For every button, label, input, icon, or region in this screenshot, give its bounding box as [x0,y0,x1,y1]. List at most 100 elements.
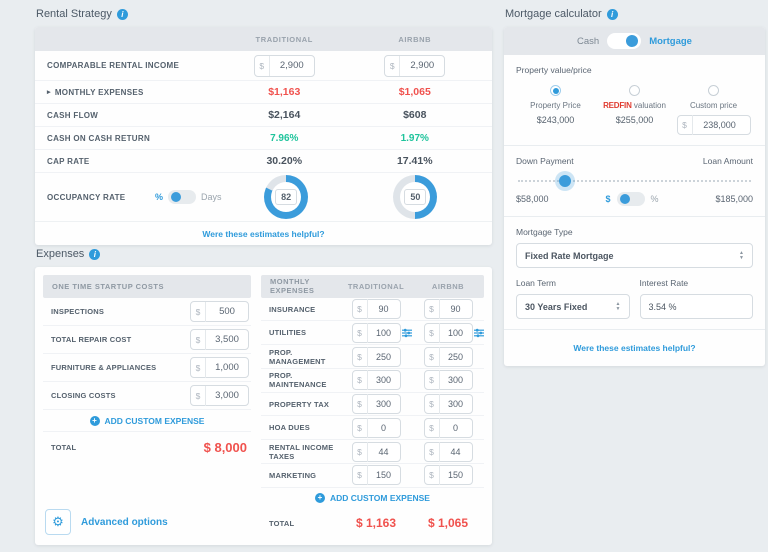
info-icon[interactable]: i [606,8,618,20]
row-label: OCCUPANCY RATE [47,192,126,202]
option-label: Property Price [530,101,581,110]
hoa-dues-airbnb-input[interactable] [439,418,472,437]
mortgage-calculator-title: Mortgage calculator i [505,8,765,20]
interest-rate-label: Interest Rate [639,278,689,288]
advanced-options-label[interactable]: Advanced options [81,516,168,528]
currency-prefix: $ [353,346,368,367]
mortgage-type-select[interactable]: Fixed Rate Mortgage ▲ ▼ [516,243,753,268]
rental-strategy-panel: TRADITIONAL AIRBNB COMPARABLE RENTAL INC… [35,27,492,245]
utilities-traditional-input[interactable] [367,323,400,342]
table-row: INSURANCE $ $ [261,298,484,322]
prop-management-traditional-input[interactable] [367,347,400,366]
rental-strategy-title-text: Rental Strategy [36,8,112,20]
occupancy-unit-toggle-group: % Days [155,190,222,204]
mortgage-option-label[interactable]: Mortgage [649,35,692,47]
toggle-knob [619,194,630,204]
startup-total-row: TOTAL $ 8,000 [43,432,251,462]
currency-prefix: $ [425,441,440,462]
monthly-expenses-expandable-row[interactable]: ▸ MONTHLY EXPENSES [47,87,144,97]
loan-term-label: Loan Term [516,278,557,288]
row-label: TOTAL REPAIR COST [51,335,132,344]
estimates-helpful-link[interactable]: Were these estimates helpful? [573,343,696,353]
sliders-icon[interactable] [402,328,412,338]
percent-unit-label[interactable]: % [155,192,164,202]
currency-prefix: $ [353,370,368,391]
estimates-helpful-link[interactable]: Were these estimates helpful? [202,228,325,239]
prop-management-airbnb-input[interactable] [439,347,472,366]
monthly-expenses-header: MONTHLY EXPENSES TRADITIONAL AIRBNB [261,275,484,298]
rental-income-taxes-airbnb-input[interactable] [439,442,472,461]
startup-costs-header: ONE TIME STARTUP COSTS [43,275,251,298]
insurance-traditional-input[interactable] [367,300,400,319]
redfin-valuation-radio[interactable] [629,85,640,96]
marketing-airbnb-input[interactable] [439,466,472,485]
property-price-option: Property Price $243,000 [516,85,595,135]
utilities-airbnb-input[interactable] [439,323,472,342]
marketing-traditional-input[interactable] [367,466,400,485]
currency-prefix: $ [425,465,440,486]
table-row: PROPERTY TAX $ $ [261,393,484,417]
cash-flow-traditional-value: $2,164 [268,109,301,121]
hoa-dues-traditional-input[interactable] [367,418,400,437]
prop-maintenance-traditional-input[interactable] [367,371,400,390]
rental-income-traditional-input-group: $ [253,54,315,77]
add-custom-monthly-expense-button[interactable]: + ADD CUSTOM EXPENSE [261,488,484,510]
occupancy-unit-toggle[interactable] [168,190,197,204]
days-unit-label[interactable]: Days [201,192,222,202]
percent-unit-label[interactable]: % [650,194,659,204]
rental-income-traditional-input[interactable] [269,55,314,76]
select-arrows-icon: ▲ ▼ [739,250,744,261]
loan-term-select[interactable]: 30 Years Fixed ▲ ▼ [516,294,630,319]
total-label: TOTAL [269,518,295,528]
slider-handle[interactable] [558,175,571,187]
custom-price-input[interactable] [692,116,747,134]
property-tax-traditional-input[interactable] [367,395,400,414]
currency-prefix: $ [353,394,368,415]
property-tax-airbnb-input[interactable] [439,395,472,414]
total-label: TOTAL [51,442,77,452]
interest-rate-field: Interest Rate [639,278,753,319]
expand-arrow-icon: ▸ [47,89,51,96]
expenses-panel: ONE TIME STARTUP COSTS INSPECTIONS $ TOT… [35,267,492,545]
advanced-options-button[interactable]: ⚙ [45,509,71,535]
slider-track[interactable] [518,180,751,182]
prop-maintenance-airbnb-input[interactable] [439,371,472,390]
rental-strategy-header-row: TRADITIONAL AIRBNB [35,27,492,51]
table-row: CASH ON CASH RETURN 7.96% 1.97% [35,127,492,150]
expenses-section: Expenses i ONE TIME STARTUP COSTS INSPEC… [35,248,492,545]
cash-mortgage-toggle[interactable] [607,33,642,49]
cap-rate-airbnb-value: 17.41% [396,155,433,167]
dollar-unit-label[interactable]: $ [605,194,611,204]
add-custom-startup-expense-button[interactable]: + ADD CUSTOM EXPENSE [43,410,251,432]
mortgage-type-label: Mortgage Type [516,227,573,237]
sliders-icon[interactable] [474,328,484,338]
insurance-airbnb-input[interactable] [439,300,472,319]
interest-rate-input[interactable] [648,301,744,312]
table-row: CLOSING COSTS $ [43,382,251,410]
total-repair-cost-input[interactable] [206,329,248,350]
occupancy-rate-row: OCCUPANCY RATE % Days 82 50 [35,173,492,221]
rental-income-taxes-traditional-input[interactable] [367,442,400,461]
property-price-radio[interactable] [550,85,561,96]
dollar-percent-toggle[interactable] [616,192,645,206]
inspections-input[interactable] [206,301,248,322]
occupancy-value-traditional[interactable]: 82 [275,189,298,205]
cash-option-label[interactable]: Cash [577,35,600,47]
down-payment-slider[interactable] [518,174,751,188]
expenses-title-text: Expenses [36,248,85,260]
rental-strategy-title: Rental Strategy i [36,8,492,20]
property-value-label: Property value/price [516,65,592,75]
monthly-expenses-header-label: MONTHLY EXPENSES [270,277,315,296]
cash-flow-airbnb-value: $608 [403,109,427,121]
rental-income-airbnb-input[interactable] [400,55,445,76]
monthly-total-airbnb: $ 1,065 [427,516,469,531]
row-label: RENTAL INCOME TAXES [269,442,334,461]
mortgage-type-value: Fixed Rate Mortgage [525,250,614,261]
furniture-appliances-input[interactable] [206,357,248,378]
custom-price-radio[interactable] [708,85,719,96]
info-icon[interactable]: i [89,248,101,260]
info-icon[interactable]: i [116,8,128,20]
closing-costs-input[interactable] [206,385,248,406]
occupancy-value-airbnb[interactable]: 50 [404,189,427,205]
table-row: RENTAL INCOME TAXES $ $ [261,440,484,464]
